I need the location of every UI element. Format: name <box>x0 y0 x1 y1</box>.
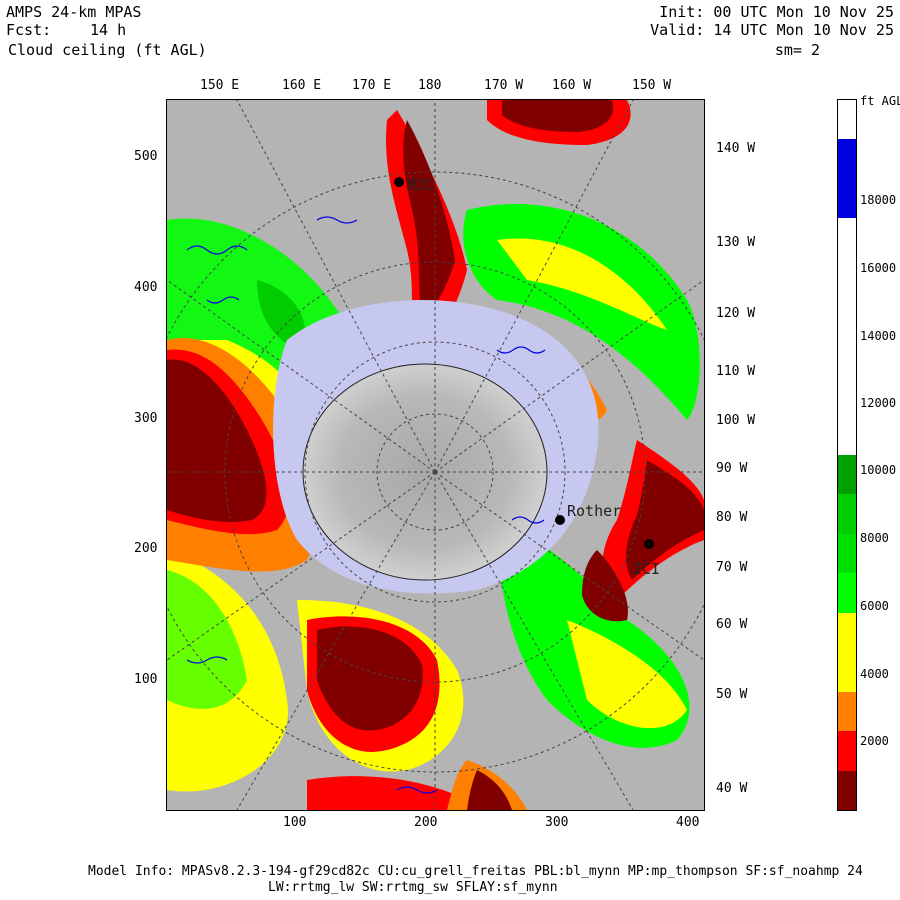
station-rother-label: Rother <box>567 502 621 520</box>
colorbar-segment <box>838 691 856 732</box>
field-title: Cloud ceiling (ft AGL) <box>8 41 207 59</box>
right-lon-label: 80 W <box>716 510 748 525</box>
smoothing-label: sm= 2 <box>774 41 820 59</box>
colorbar-segment <box>838 612 856 653</box>
x-tick-label: 400 <box>676 815 700 830</box>
colorbar-unit: ft AGL <box>860 94 900 108</box>
forecast-hour: 14 h <box>90 21 127 39</box>
top-lon-label: 160 W <box>552 78 592 93</box>
colorbar-segment <box>838 139 856 180</box>
y-tick-label: 500 <box>134 149 158 164</box>
station-mzc-label: MZC <box>407 176 434 194</box>
colorbar <box>837 99 857 811</box>
top-lon-label: 150 E <box>200 78 240 93</box>
station-mzc-marker <box>394 177 404 187</box>
model-info-line2: LW:rrtmg_lw SW:rrtmg_sw SFLAY:sf_mynn <box>268 880 558 895</box>
forecast-label: Fcst: <box>6 21 52 39</box>
colorbar-segment <box>838 455 856 495</box>
right-lon-label: 70 W <box>716 560 748 575</box>
y-tick-label: 400 <box>134 280 158 295</box>
colorbar-segment <box>838 731 856 772</box>
colorbar-tick-label: 6000 <box>860 599 889 613</box>
init-time: Init: 00 UTC Mon 10 Nov 25 <box>659 3 894 21</box>
x-tick-label: 300 <box>545 815 569 830</box>
colorbar-tick-label: 18000 <box>860 193 897 207</box>
colorbar-tick-label: 4000 <box>860 667 889 681</box>
colorbar-segment <box>838 336 856 377</box>
right-lon-label: 90 W <box>716 461 748 476</box>
y-tick-label: 200 <box>134 541 158 556</box>
right-lon-label: 120 W <box>716 306 756 321</box>
colorbar-segment <box>838 573 856 614</box>
model-title: AMPS 24-km MPAS <box>6 3 142 21</box>
colorbar-segment <box>838 494 856 535</box>
station-rother-marker <box>555 515 565 525</box>
y-tick-label: 300 <box>134 411 158 426</box>
colorbar-tick-label: 10000 <box>860 463 897 477</box>
right-lon-label: 100 W <box>716 413 756 428</box>
top-lon-label: 170 E <box>352 78 392 93</box>
colorbar-segment <box>838 218 856 259</box>
colorbar-segment <box>838 415 856 456</box>
x-tick-label: 200 <box>414 815 438 830</box>
right-lon-label: 60 W <box>716 617 748 632</box>
colorbar-tick-label: 12000 <box>860 396 897 410</box>
station-ici-label: ICI <box>633 560 660 578</box>
cloud-contour-speckles <box>186 216 546 794</box>
right-lon-label: 140 W <box>716 141 756 156</box>
top-lon-label: 170 W <box>484 78 524 93</box>
y-tick-label: 100 <box>134 672 158 687</box>
right-lon-label: 40 W <box>716 781 748 796</box>
colorbar-segment <box>838 257 856 298</box>
antarctica <box>167 100 704 810</box>
top-lon-label: 180 <box>418 78 442 93</box>
colorbar-segment <box>838 652 856 693</box>
colorbar-segment <box>838 178 856 219</box>
right-lon-label: 110 W <box>716 364 756 379</box>
map-svg: MZC Rother ICI <box>167 100 704 810</box>
colorbar-tick-label: 2000 <box>860 734 889 748</box>
colorbar-segment <box>838 770 856 811</box>
cloud-ceiling-map: MZC Rother ICI <box>166 99 705 811</box>
x-tick-label: 100 <box>283 815 307 830</box>
colorbar-segment <box>838 533 856 574</box>
top-lon-label: 150 W <box>632 78 672 93</box>
station-ici-marker <box>644 539 654 549</box>
top-lon-label: 160 E <box>282 78 322 93</box>
model-info-line1: Model Info: MPASv8.2.3-194-gf29cd82c CU:… <box>88 864 863 879</box>
valid-time: Valid: 14 UTC Mon 10 Nov 25 <box>650 21 894 39</box>
colorbar-segment <box>838 100 856 140</box>
colorbar-tick-label: 16000 <box>860 261 897 275</box>
colorbar-tick-label: 14000 <box>860 329 897 343</box>
colorbar-segment <box>838 297 856 338</box>
right-lon-label: 50 W <box>716 687 748 702</box>
station-markers <box>394 177 654 549</box>
colorbar-segment <box>838 376 856 417</box>
right-lon-label: 130 W <box>716 235 756 250</box>
colorbar-tick-label: 8000 <box>860 531 889 545</box>
